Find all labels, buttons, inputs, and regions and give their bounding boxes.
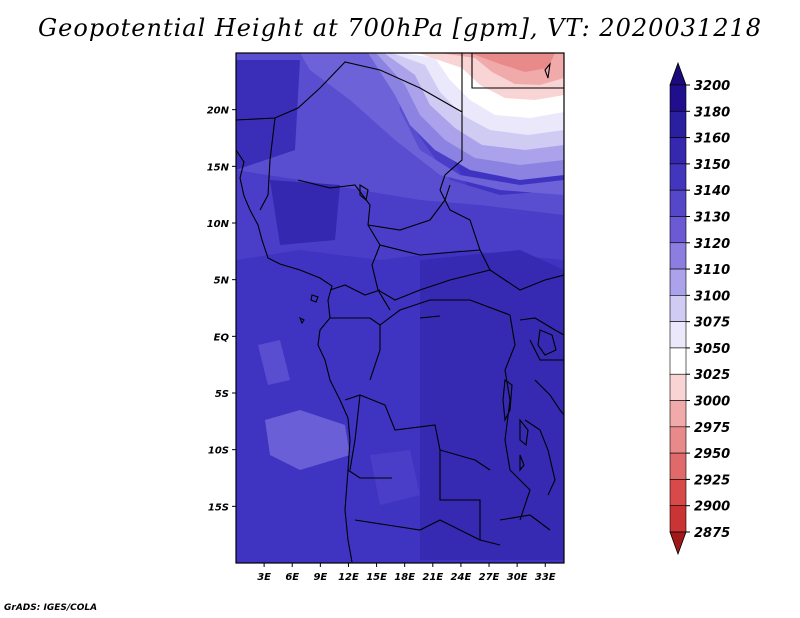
- colorbar-label: 3120: [694, 237, 730, 252]
- lon-tick-label: 15E: [366, 572, 387, 583]
- lon-tick-label: 30E: [507, 572, 528, 583]
- lat-tick-label: 10N: [207, 219, 230, 230]
- lon-tick-label: 3E: [257, 572, 271, 583]
- lon-tick-label: 9E: [313, 572, 327, 583]
- country-borders: [236, 53, 564, 563]
- colorbar-label: 3000: [694, 395, 730, 410]
- lat-tick-label: 20N: [207, 106, 230, 117]
- colorbar-label: 3025: [694, 368, 730, 383]
- colorbar-label: 2900: [694, 500, 730, 515]
- lat-tick-label: EQ: [214, 332, 230, 343]
- longitude-axis: 3E 6E 9E 12E 15E 18E 21E 24E 27E 30E 33E: [257, 563, 556, 583]
- colorbar-segment: [669, 479, 687, 507]
- colorbar-segment: [669, 321, 687, 349]
- colorbar-label: 3050: [694, 342, 730, 357]
- colorbar-segment: [669, 426, 687, 454]
- colorbar-segment: [669, 452, 687, 480]
- lon-tick-label: 21E: [422, 572, 443, 583]
- colorbar-label: 3100: [694, 289, 730, 304]
- lat-tick-label: 5S: [215, 389, 229, 400]
- lon-tick-label: 12E: [338, 572, 359, 583]
- colorbar-label: 2925: [694, 473, 730, 488]
- colorbar-label: 2875: [694, 526, 730, 541]
- lon-tick-label: 24E: [451, 572, 472, 583]
- colorbar-label: 3130: [694, 210, 730, 225]
- colorbar-label: 3160: [694, 132, 730, 147]
- colorbar-top-arrow: [669, 61, 687, 86]
- colorbar-segment: [669, 84, 687, 112]
- colorbar-label: 3150: [694, 158, 730, 173]
- lat-tick-label: 5N: [214, 276, 230, 287]
- lon-tick-label: 33E: [535, 572, 556, 583]
- lat-tick-label: 10S: [208, 446, 229, 457]
- colorbar-segment: [669, 400, 687, 428]
- colorbar-label: 2975: [694, 421, 730, 436]
- height-field: [236, 53, 564, 563]
- colorbar-segment: [669, 163, 687, 191]
- lat-tick-label: 15S: [208, 502, 229, 513]
- colorbar-segment: [669, 268, 687, 296]
- lon-tick-label: 27E: [479, 572, 500, 583]
- grads-credit: GrADS: IGES/COLA: [4, 603, 98, 613]
- colorbar-label: 3075: [694, 316, 730, 331]
- colorbar-segment: [669, 505, 687, 533]
- colorbar-segment: [669, 137, 687, 165]
- colorbar: 3200 3180 3160 3150 3140 3130 3120 3110 3100 3075…: [669, 61, 730, 556]
- colorbar-label: 3140: [694, 184, 730, 199]
- lon-tick-label: 18E: [394, 572, 415, 583]
- colorbar-segment: [669, 110, 687, 138]
- colorbar-label: 3200: [694, 79, 730, 94]
- colorbar-segment: [669, 373, 687, 401]
- colorbar-segment: [669, 216, 687, 244]
- map-frame: [235, 52, 565, 564]
- colorbar-label: 2950: [694, 447, 730, 462]
- colorbar-segment: [669, 242, 687, 270]
- colorbar-segment: [669, 189, 687, 217]
- colorbar-bottom-arrow: [669, 531, 687, 556]
- colorbar-segment: [669, 295, 687, 322]
- latitude-axis: 20N 15N 10N 5N EQ 5S 10S 15S: [207, 106, 236, 513]
- lon-tick-label: 6E: [285, 572, 299, 583]
- colorbar-label: 3110: [694, 263, 730, 278]
- colorbar-label: 3180: [694, 105, 730, 120]
- lat-tick-label: 15N: [207, 162, 230, 173]
- colorbar-segment: [669, 347, 687, 375]
- map-title: Geopotential Height at 700hPa [gpm], VT:…: [38, 14, 762, 42]
